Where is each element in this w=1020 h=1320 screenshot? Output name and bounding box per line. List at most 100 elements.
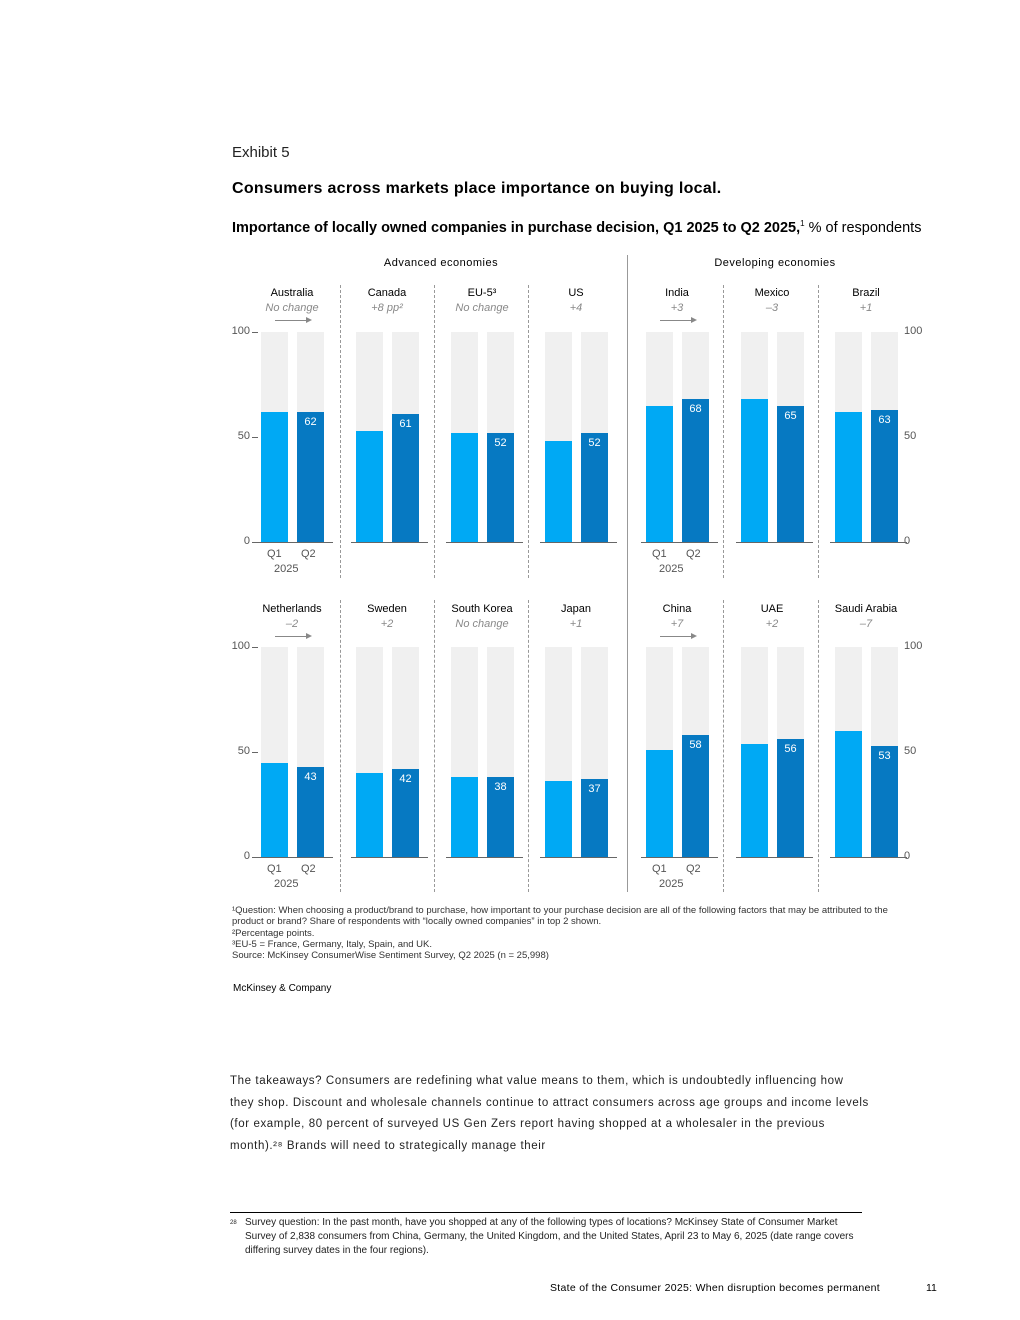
bar-q2 bbox=[777, 739, 804, 857]
y-tick-label: 100 bbox=[231, 325, 250, 337]
group-label: Developing economies bbox=[714, 257, 836, 269]
y-tick-mark bbox=[252, 647, 258, 648]
panel-name: Sweden bbox=[367, 603, 407, 615]
bar-q2 bbox=[392, 413, 419, 542]
data-label: 65 bbox=[784, 409, 797, 422]
y-tick-label-right: 50 bbox=[904, 430, 917, 442]
bar-q2 bbox=[487, 432, 514, 542]
change-arrowhead bbox=[691, 317, 697, 323]
change-arrowhead bbox=[306, 633, 312, 639]
panel-name: Netherlands bbox=[262, 603, 322, 615]
panel-divider bbox=[818, 600, 819, 892]
baseline bbox=[351, 542, 428, 543]
year-label: 2025 bbox=[274, 878, 299, 890]
change-arrow bbox=[275, 636, 307, 637]
data-label: 52 bbox=[494, 436, 507, 449]
panel-divider bbox=[723, 600, 724, 892]
panel-change: No change bbox=[265, 302, 319, 314]
y-tick-mark bbox=[252, 752, 258, 753]
baseline bbox=[736, 857, 813, 858]
bar-q1 bbox=[356, 430, 383, 542]
group-divider bbox=[627, 255, 628, 892]
bar-q1 bbox=[356, 773, 383, 857]
panel-name: Australia bbox=[270, 287, 314, 299]
baseline bbox=[641, 542, 718, 543]
bar-q2 bbox=[682, 399, 709, 542]
x-tick-label: Q2 bbox=[301, 863, 316, 875]
bar-q2 bbox=[487, 777, 514, 857]
data-label: 68 bbox=[689, 403, 702, 416]
data-label: 61 bbox=[399, 417, 412, 430]
change-arrow bbox=[660, 320, 692, 321]
panel-divider bbox=[340, 600, 341, 892]
x-tick-label: Q1 bbox=[652, 548, 667, 560]
data-label: 42 bbox=[399, 772, 412, 785]
panel-name: China bbox=[662, 603, 692, 615]
exhibit-label: Exhibit 5 bbox=[232, 144, 290, 161]
bar-q2 bbox=[871, 409, 898, 542]
y-tick-mark bbox=[252, 437, 258, 438]
panel-change: +4 bbox=[569, 302, 583, 314]
bar-q2 bbox=[581, 779, 608, 857]
baseline bbox=[736, 542, 813, 543]
year-label: 2025 bbox=[659, 878, 684, 890]
bar-q1 bbox=[835, 731, 862, 857]
change-arrowhead bbox=[306, 317, 312, 323]
x-tick-label: Q2 bbox=[686, 863, 701, 875]
panel-divider bbox=[340, 285, 341, 578]
panel-name: EU-5³ bbox=[467, 287, 497, 299]
footnote-1: ¹Question: When choosing a product/brand… bbox=[232, 905, 888, 928]
panel-name: India bbox=[665, 287, 689, 299]
bar-q2 bbox=[297, 766, 324, 857]
bar-q1 bbox=[646, 405, 673, 542]
data-label: 43 bbox=[304, 770, 317, 783]
panel-change: +8 pp² bbox=[371, 302, 403, 314]
baseline bbox=[256, 857, 333, 858]
body-paragraph: The takeaways? Consumers are redefining … bbox=[230, 1075, 869, 1153]
panel-name: South Korea bbox=[451, 603, 513, 615]
exhibit-title: Consumers across markets place importanc… bbox=[232, 180, 722, 197]
change-arrow bbox=[660, 636, 692, 637]
panel-change: +1 bbox=[569, 618, 583, 630]
baseline bbox=[351, 857, 428, 858]
baseline bbox=[540, 542, 617, 543]
baseline bbox=[446, 542, 523, 543]
bar-q1 bbox=[451, 432, 478, 542]
source-note: Source: McKinsey ConsumerWise Sentiment … bbox=[232, 950, 549, 962]
panel-name: UAE bbox=[760, 603, 784, 615]
bar-q2 bbox=[392, 768, 419, 857]
panel-change: +1 bbox=[859, 302, 873, 314]
panel-change: No change bbox=[455, 302, 509, 314]
y-tick-label: 0 bbox=[243, 850, 250, 862]
bar-q1 bbox=[451, 777, 478, 857]
change-arrow bbox=[275, 320, 307, 321]
panel-name: Mexico bbox=[754, 287, 790, 299]
y-tick-label-right: 0 bbox=[904, 535, 911, 547]
footnotes: ¹Question: When choosing a product/brand… bbox=[232, 905, 922, 961]
page-footnote: 28 Survey question: In the past month, h… bbox=[230, 1212, 862, 1258]
x-tick-label: Q2 bbox=[301, 548, 316, 560]
panel-change: +7 bbox=[670, 618, 684, 630]
x-tick-label: Q1 bbox=[267, 548, 282, 560]
data-label: 56 bbox=[784, 743, 797, 756]
data-label: 63 bbox=[878, 413, 891, 426]
bar-q1 bbox=[835, 411, 862, 542]
change-arrowhead bbox=[691, 633, 697, 639]
subtitle-bold: Importance of locally owned companies in… bbox=[232, 219, 801, 236]
page-footnote-marker: 28 bbox=[230, 1220, 237, 1226]
page-footer-title: State of the Consumer 2025: When disrupt… bbox=[550, 1282, 880, 1294]
subtitle-sup: 1 bbox=[800, 219, 805, 228]
data-label: 62 bbox=[304, 415, 317, 428]
panel-divider bbox=[434, 285, 435, 578]
baseline bbox=[446, 857, 523, 858]
bar-q1 bbox=[261, 411, 288, 542]
chart-subtitle: Importance of locally owned companies in… bbox=[232, 219, 921, 236]
data-label: 53 bbox=[878, 749, 891, 762]
panel-change: –3 bbox=[765, 302, 779, 314]
data-label: 37 bbox=[588, 783, 601, 796]
bar-q1 bbox=[646, 749, 673, 857]
panel-change: +2 bbox=[765, 618, 779, 630]
group-label: Advanced economies bbox=[383, 257, 499, 269]
y-tick-label: 100 bbox=[231, 640, 250, 652]
